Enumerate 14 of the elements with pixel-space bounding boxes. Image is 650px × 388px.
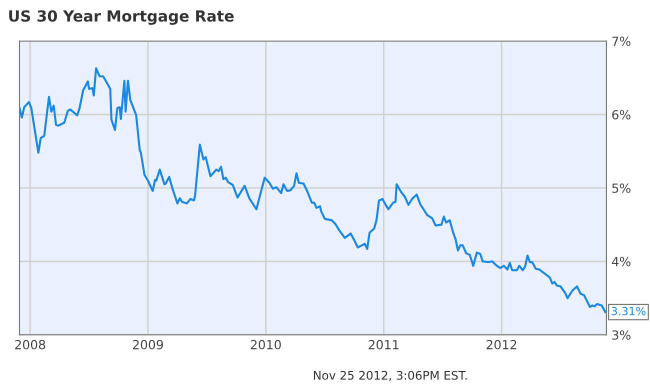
x-tick-label: 2008 <box>15 340 46 350</box>
text: Nov 25 2012, 3:06PM EST. <box>314 370 467 381</box>
y-tick-label: 7% <box>612 36 630 46</box>
x-tick-label: 2009 <box>132 340 163 350</box>
x-tick-label: 2011 <box>368 340 398 350</box>
annotation: 3.31% <box>612 306 646 316</box>
y-tick-label: 5% <box>612 183 630 193</box>
chart-title: US 30 Year Mortgage Rate <box>9 10 234 25</box>
x-tick-label: 2012 <box>486 340 516 350</box>
line-series <box>20 67 606 314</box>
x-tick-label: 2010 <box>250 340 281 350</box>
y-tick-label: 4% <box>612 256 630 266</box>
y-tick-label: 6% <box>612 110 630 120</box>
y-tick-label: 3% <box>612 330 630 340</box>
